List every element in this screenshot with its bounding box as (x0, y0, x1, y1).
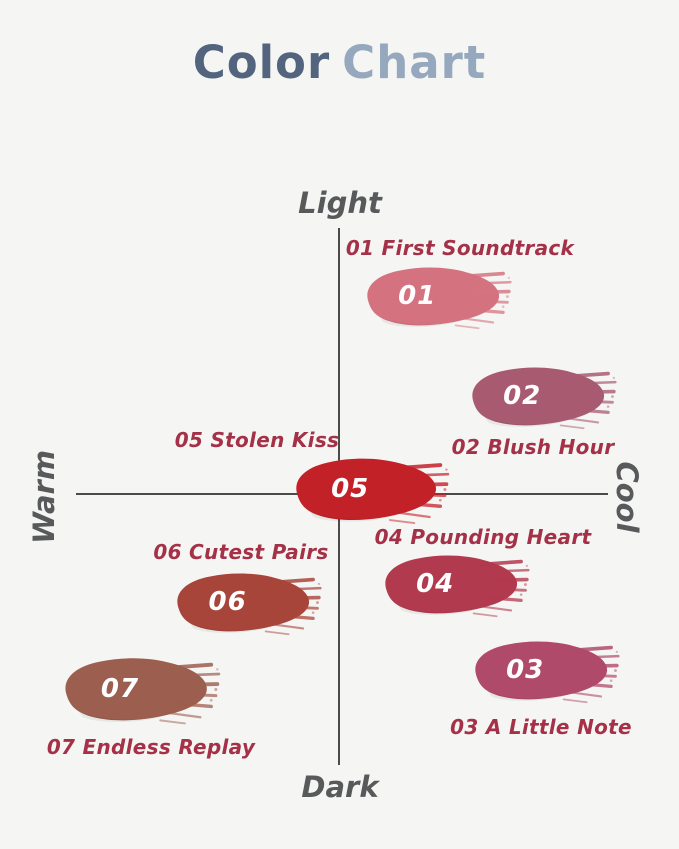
swatch-number-06: 06 (208, 586, 247, 617)
swatch-07: 07 (52, 652, 222, 730)
swatch-number-01: 01 (398, 280, 437, 311)
axis-label-dark: Dark (301, 770, 379, 804)
shade-label-01: 01 First Soundtrack (345, 236, 575, 260)
swatch-06: 06 (162, 568, 326, 640)
swatch-number-03: 03 (506, 654, 545, 685)
shade-label-02: 02 Blush Hour (451, 435, 615, 459)
axis-label-cool: Cool (610, 461, 644, 533)
page-title: Color Chart (0, 36, 679, 89)
swatch-04: 04 (368, 550, 536, 622)
axis-label-warm: Warm (27, 449, 61, 545)
swatch-05: 05 (283, 452, 451, 530)
title-word-chart: Chart (342, 36, 487, 89)
shade-label-06: 06 Cutest Pairs (153, 540, 329, 564)
swatch-number-02: 02 (503, 380, 542, 411)
shade-label-03: 03 A Little Note (450, 715, 632, 739)
swatch-01: 01 (350, 262, 518, 334)
swatch-number-07: 07 (100, 673, 140, 704)
swatch-number-04: 04 (416, 568, 455, 599)
swatch-number-05: 05 (331, 473, 370, 504)
shade-label-05: 05 Stolen Kiss (174, 428, 340, 452)
title-word-color: Color (192, 36, 331, 89)
axis-label-light: Light (298, 186, 382, 220)
swatch-02: 02 (455, 362, 623, 434)
shade-label-04: 04 Pounding Heart (374, 525, 592, 549)
shade-label-07: 07 Endless Replay (46, 735, 256, 759)
swatch-03: 03 (458, 636, 626, 708)
